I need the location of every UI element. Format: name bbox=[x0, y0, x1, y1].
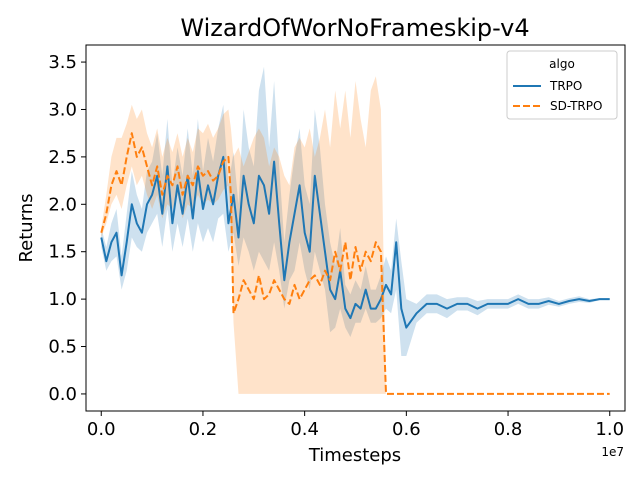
plot-frame bbox=[85, 44, 626, 412]
series-line-sd-trpo bbox=[100, 132, 610, 395]
series-line-trpo bbox=[100, 155, 610, 329]
legend-entry-sd-trpo: SD-TRPO bbox=[550, 99, 602, 113]
y-tick-label: 3.5 bbox=[48, 52, 77, 73]
y-axis: 0.0 0.5 1.0 1.5 2.0 2.5 3.0 3.5 bbox=[48, 52, 86, 405]
y-tick-label: 2.0 bbox=[48, 194, 77, 215]
y-tick-label: 2.5 bbox=[48, 147, 77, 168]
x-tick-label: 0.2 bbox=[189, 419, 218, 440]
series-lines bbox=[100, 132, 610, 395]
chart-title: WizardOfWorNoFrameskip-v4 bbox=[180, 14, 529, 42]
x-tick-label: 0.4 bbox=[290, 419, 319, 440]
y-tick-label: 1.5 bbox=[48, 242, 77, 263]
plot-area bbox=[85, 44, 626, 412]
x-tick-label: 0.6 bbox=[392, 419, 421, 440]
legend-title: algo bbox=[549, 57, 575, 71]
x-axis-label: Timesteps bbox=[308, 445, 401, 466]
confidence-bands bbox=[101, 66, 610, 394]
confidence-band-sd-trpo bbox=[101, 76, 610, 394]
y-tick-label: 0.0 bbox=[48, 384, 77, 405]
x-tick-label: 1.0 bbox=[595, 419, 624, 440]
y-tick-label: 1.0 bbox=[48, 289, 77, 310]
x-offset-label: 1e7 bbox=[601, 445, 624, 459]
x-axis: 0.0 0.2 0.4 0.6 0.8 1.0 bbox=[87, 411, 624, 440]
y-axis-label: Returns bbox=[16, 193, 37, 262]
x-tick-label: 0.8 bbox=[494, 419, 523, 440]
legend-entry-trpo: TRPO bbox=[549, 79, 582, 93]
legend-box bbox=[506, 50, 618, 120]
x-tick-label: 0.0 bbox=[87, 419, 116, 440]
confidence-band-trpo bbox=[101, 66, 610, 357]
legend: algo TRPO SD-TRPO bbox=[506, 50, 618, 120]
y-tick-label: 3.0 bbox=[48, 99, 77, 120]
y-tick-label: 0.5 bbox=[48, 337, 77, 358]
